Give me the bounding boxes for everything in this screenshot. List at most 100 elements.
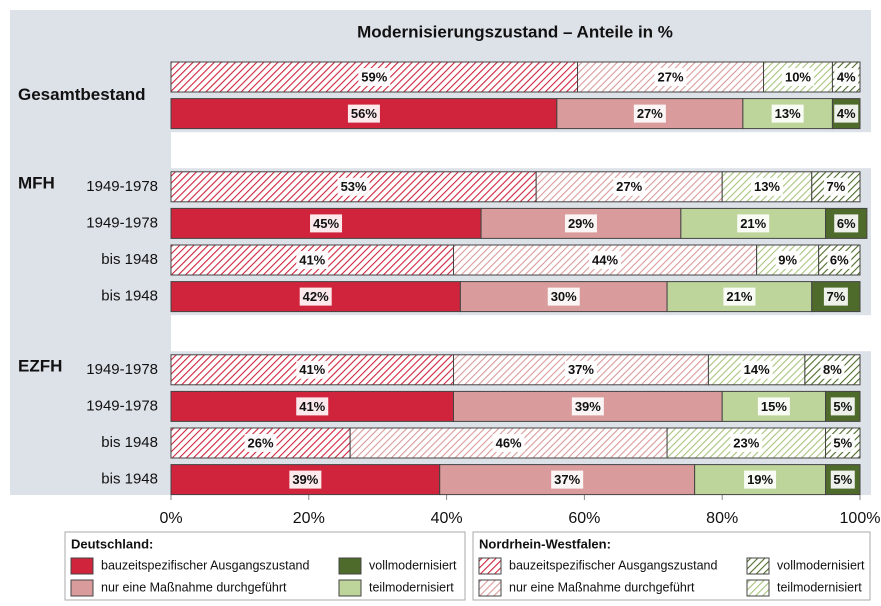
- y-tick-label: bis 1948: [101, 434, 158, 451]
- value-label-box: [296, 360, 329, 379]
- value-label: 5%: [833, 472, 852, 487]
- value-label: 44%: [592, 252, 618, 267]
- group-label: EZFH: [18, 356, 62, 375]
- value-label-box: [492, 434, 525, 452]
- group-gap: [171, 132, 871, 169]
- group-gap: [171, 315, 871, 352]
- value-label-box: [547, 287, 580, 306]
- value-label-box: [820, 360, 845, 379]
- legend-swatch: [338, 579, 362, 597]
- value-label-box: [737, 214, 770, 233]
- value-label: 4%: [837, 69, 856, 84]
- value-label: 27%: [637, 106, 663, 121]
- value-label-box: [781, 68, 814, 86]
- y-tick-label: 1949-1978: [86, 361, 158, 378]
- y-tick-label: bis 1948: [101, 288, 158, 305]
- value-label: 8%: [823, 362, 842, 377]
- value-label: 14%: [744, 362, 770, 377]
- value-label-box: [740, 360, 773, 379]
- value-label: 6%: [837, 216, 856, 231]
- value-label: 27%: [616, 179, 642, 194]
- value-label: 15%: [761, 399, 787, 414]
- y-tick-label: bis 1948: [101, 471, 158, 488]
- value-label-box: [730, 434, 763, 452]
- value-label-box: [771, 104, 804, 123]
- y-tick-label: bis 1948: [101, 251, 158, 268]
- legend-box: [472, 531, 871, 601]
- value-label: 46%: [496, 435, 522, 450]
- value-label-box: [823, 287, 848, 306]
- value-label-box: [744, 470, 777, 489]
- legend-swatch: [746, 579, 770, 597]
- value-label-box: [296, 251, 329, 269]
- x-tick-label: 100%: [840, 510, 881, 527]
- value-label: 37%: [554, 472, 580, 487]
- value-label-box: [299, 287, 332, 306]
- legend-title: Deutschland:: [71, 536, 153, 551]
- legend-label: teilmodernisiert: [777, 580, 862, 594]
- value-label-box: [289, 470, 322, 489]
- value-label: 53%: [341, 179, 367, 194]
- value-label: 6%: [830, 252, 849, 267]
- value-label: 39%: [292, 472, 318, 487]
- value-label: 41%: [299, 362, 325, 377]
- value-label: 13%: [775, 106, 801, 121]
- value-label: 42%: [303, 289, 329, 304]
- x-tick-label: 40%: [431, 510, 463, 527]
- value-label-box: [654, 68, 687, 86]
- value-label: 41%: [299, 399, 325, 414]
- legend-swatch: [338, 557, 362, 575]
- value-label-box: [757, 397, 790, 416]
- value-label: 45%: [313, 216, 339, 231]
- value-label-box: [310, 214, 343, 233]
- value-label-box: [337, 177, 370, 196]
- value-label: 59%: [361, 69, 387, 84]
- group-label: MFH: [18, 173, 55, 192]
- legend-box: [64, 531, 466, 601]
- x-tick-label: 80%: [706, 510, 738, 527]
- value-label: 56%: [351, 106, 377, 121]
- legend-label: teilmodernisiert: [369, 580, 454, 594]
- legend-label: nur eine Maßnahme durchgeführt: [509, 580, 695, 594]
- value-label-box: [589, 251, 622, 269]
- chart-title: Modernisierungszustand – Anteile in %: [357, 22, 673, 41]
- value-label: 26%: [248, 435, 274, 450]
- value-label-box: [834, 68, 859, 86]
- value-label: 37%: [568, 362, 594, 377]
- legend-swatch: [70, 579, 94, 597]
- legend-swatch: [70, 557, 94, 575]
- value-label-box: [834, 214, 859, 233]
- value-label-box: [358, 68, 391, 86]
- value-label: 19%: [747, 472, 773, 487]
- value-label-box: [823, 177, 848, 196]
- value-label-box: [830, 470, 855, 489]
- legend-swatch: [478, 557, 502, 575]
- x-tick-label: 0%: [159, 510, 182, 527]
- value-label-box: [244, 434, 277, 452]
- value-label: 9%: [778, 252, 797, 267]
- value-label-box: [830, 397, 855, 416]
- value-label-box: [347, 104, 380, 123]
- value-label: 21%: [740, 216, 766, 231]
- value-label: 5%: [833, 399, 852, 414]
- value-label: 41%: [299, 252, 325, 267]
- x-tick-label: 20%: [293, 510, 325, 527]
- value-label-box: [834, 104, 859, 123]
- value-label: 29%: [568, 216, 594, 231]
- value-label: 23%: [733, 435, 759, 450]
- value-label: 21%: [726, 289, 752, 304]
- legend-label: vollmodernisiert: [777, 558, 865, 572]
- value-label-box: [613, 177, 646, 196]
- group-label: Gesamtbestand: [18, 85, 146, 104]
- value-label: 5%: [833, 435, 852, 450]
- value-label: 13%: [754, 179, 780, 194]
- value-label-box: [296, 397, 329, 416]
- legend-swatch: [746, 557, 770, 575]
- value-label-box: [723, 287, 756, 306]
- value-label: 7%: [826, 289, 845, 304]
- value-label-box: [750, 177, 783, 196]
- value-label: 7%: [826, 179, 845, 194]
- value-label: 39%: [575, 399, 601, 414]
- x-tick-label: 60%: [568, 510, 600, 527]
